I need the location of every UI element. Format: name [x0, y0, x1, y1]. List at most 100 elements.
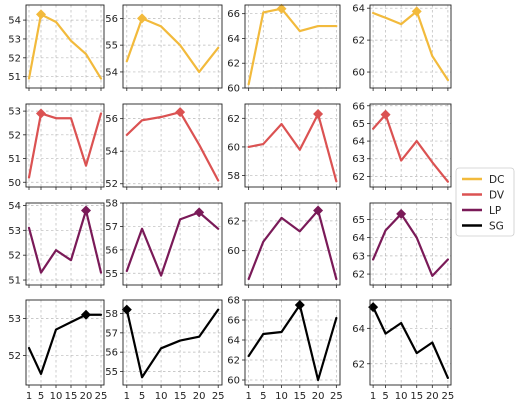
panel-sg-3: 60 62 64 66 68 1 5 10 15 20 25 [227, 296, 342, 403]
panel-dc-1: 51 52 53 54 [8, 4, 105, 91]
axes-frame [25, 202, 105, 286]
best-point-marker [294, 300, 305, 310]
x-tick-label: 10 [155, 391, 168, 402]
y-tick-label: 64 [227, 336, 240, 347]
y-tick-label: 63 [352, 154, 365, 165]
y-tick-label: 57 [105, 328, 118, 339]
series-line-lp [372, 212, 449, 277]
y-tick-label: 62 [227, 59, 240, 70]
y-tick-label: 60 [227, 376, 240, 387]
y-tick-label: 65 [352, 119, 365, 130]
y-tick-label: 56 [105, 114, 118, 125]
series-line-dc [27, 13, 103, 80]
x-tick-label: 5 [382, 391, 388, 402]
panel-dv-3: 58 60 62 [227, 103, 341, 190]
series-line-lp [247, 209, 338, 281]
x-tick-label: 20 [312, 391, 325, 402]
x-tick-label: 15 [65, 391, 78, 402]
y-tick-label: 51 [8, 72, 21, 83]
best-point-marker [313, 205, 324, 216]
legend-label-sg: SG [489, 221, 504, 233]
x-tick-label: 20 [426, 391, 439, 402]
x-tick-label: 15 [410, 391, 423, 402]
x-tick-label: 1 [245, 391, 251, 402]
y-tick-label: 62 [352, 270, 365, 281]
axes-frame [122, 103, 223, 188]
y-tick-label: 53 [8, 226, 21, 237]
panel-lp-4: 62 63 64 65 [352, 202, 452, 288]
best-point-marker [36, 9, 46, 20]
axes-frame [25, 4, 105, 89]
y-tick-label: 60 [227, 246, 240, 257]
axes-frame [244, 103, 341, 188]
y-tick-label: 58 [105, 199, 118, 210]
y-tick-label: 64 [352, 4, 365, 15]
panel-sg-2: 55 56 57 58 1 5 10 15 20 25 [105, 299, 225, 402]
y-tick-label: 62 [227, 114, 240, 125]
y-tick-label: 52 [8, 251, 21, 262]
y-tick-label: 55 [105, 41, 118, 52]
y-tick-label: 53 [8, 314, 21, 325]
x-tick-label: 10 [395, 391, 408, 402]
series-line-dv [27, 112, 103, 179]
panel-lp-1: 51 52 53 54 [8, 201, 105, 288]
legend-label-dc: DC [489, 174, 504, 186]
best-point-marker [36, 108, 46, 119]
x-tick-label: 20 [80, 391, 93, 402]
axes-frame [369, 103, 452, 188]
panel-dc-3: 60 62 64 66 [227, 3, 341, 95]
y-tick-label: 55 [105, 269, 118, 280]
best-point-marker [368, 302, 379, 313]
series-line-dc [247, 7, 338, 86]
legend-label-lp: LP [489, 205, 501, 217]
y-tick-label: 56 [105, 14, 118, 25]
y-tick-label: 54 [8, 201, 21, 212]
panel-lp-2: 55 56 57 58 [105, 199, 223, 288]
y-tick-label: 57 [105, 222, 118, 233]
y-tick-label: 62 [352, 36, 365, 47]
best-point-marker [411, 6, 422, 17]
y-tick-label: 64 [352, 324, 365, 335]
series-line-dv [372, 113, 449, 183]
x-tick-label: 25 [212, 391, 225, 402]
y-tick-label: 52 [8, 53, 21, 64]
y-tick-label: 54 [105, 147, 118, 158]
best-point-marker [396, 208, 407, 219]
y-tick-label: 50 [8, 178, 21, 189]
series-line-sg [247, 303, 338, 382]
y-tick-label: 53 [8, 107, 21, 118]
best-point-marker [276, 3, 287, 14]
series-line-dv [247, 112, 338, 183]
y-tick-label: 54 [8, 16, 21, 27]
axes-frame [25, 103, 105, 188]
y-tick-label: 63 [352, 251, 365, 262]
x-tick-label: 1 [124, 391, 130, 402]
x-tick-label: 20 [193, 391, 206, 402]
y-tick-label: 64 [227, 34, 240, 45]
y-tick-label: 68 [227, 296, 240, 307]
best-point-marker [81, 309, 91, 320]
series-line-sg [125, 308, 220, 379]
y-tick-label: 64 [352, 137, 365, 148]
best-point-marker [313, 109, 324, 120]
y-tick-label: 62 [352, 172, 365, 183]
best-point-marker [194, 207, 205, 218]
x-tick-label: 10 [275, 391, 288, 402]
y-tick-label: 58 [105, 309, 118, 320]
axes-frame [369, 4, 452, 89]
axes-frame [369, 299, 452, 386]
y-tick-label: 52 [8, 351, 21, 362]
series-line-sg [27, 313, 103, 376]
x-tick-label: 10 [50, 391, 63, 402]
y-tick-label: 51 [8, 154, 21, 165]
y-tick-label: 53 [8, 34, 21, 45]
y-tick-label: 60 [352, 68, 365, 79]
legend-label-dv: DV [489, 190, 505, 202]
best-point-marker [175, 107, 186, 118]
series-line-dc [372, 10, 449, 82]
panel-dc-4: 60 62 64 [352, 4, 452, 91]
legend-box [455, 167, 515, 237]
